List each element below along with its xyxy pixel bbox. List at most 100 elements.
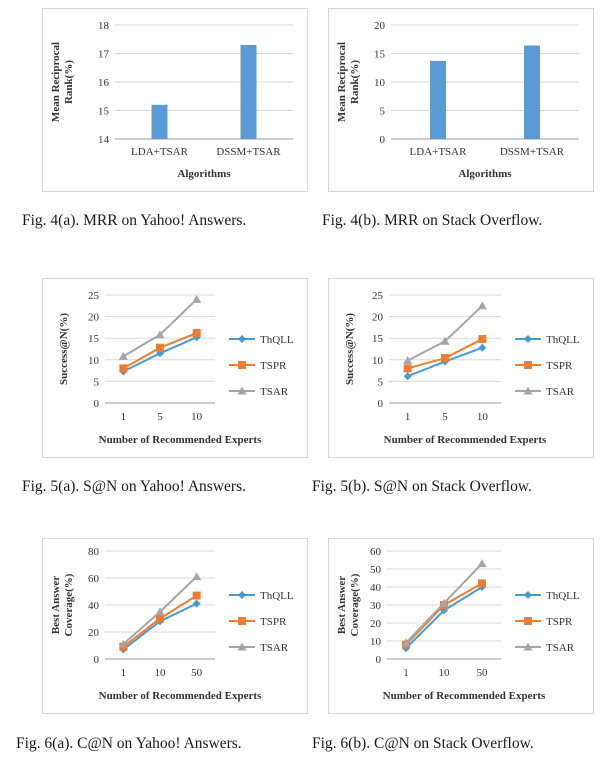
legend-marker-thqll <box>524 591 532 599</box>
caption-fig4a: Fig. 4(a). MRR on Yahoo! Answers. <box>22 212 247 229</box>
y-axis-title: Mean Reciprocal <box>50 42 62 122</box>
series-line-thqll <box>405 586 483 649</box>
chart-panel-fig4b: 0 5 10 15 20 Mean Reciprocal Rank(%) Algorithms… <box>328 8 594 192</box>
y-axis-title: Rank(%) <box>63 60 75 104</box>
x-tick-label: DSSM+TSAR <box>500 146 565 158</box>
chart-panel-fig6a: 0 20 40 60 80 Best Answer Coverage(%) Number of… <box>42 538 308 714</box>
y-tick-label: 5 <box>94 376 100 388</box>
x-tick-label: 1 <box>405 411 411 423</box>
caption-fig6a: Fig. 6(a). C@N on Yahoo! Answers. <box>16 735 242 752</box>
y-axis-title: Success@N(%) <box>344 313 356 385</box>
bar <box>151 104 168 139</box>
x-axis-title: Algorithms <box>177 168 231 180</box>
y-axis-title: Best Answer <box>336 576 348 634</box>
legend-marker-tsar <box>237 386 247 395</box>
legend-marker-tspr <box>524 361 532 369</box>
y-tick-label: 10 <box>370 636 382 648</box>
y-tick-label: 15 <box>374 49 386 61</box>
caption-fig5b: Fig. 5(b). S@N on Stack Overflow. <box>312 478 532 495</box>
y-tick-label: 0 <box>378 398 384 410</box>
legend-marker-tsar <box>523 386 533 395</box>
data-point-tsar <box>118 639 128 648</box>
caption-fig5a: Fig. 5(a). S@N on Yahoo! Answers. <box>22 478 246 495</box>
data-point-tspr <box>403 364 412 373</box>
data-point-tspr <box>156 343 164 352</box>
legend-label: TSPR <box>546 360 573 372</box>
x-tick-label: 50 <box>191 667 203 679</box>
legend-marker-tsar <box>523 642 533 651</box>
y-tick-label: 20 <box>88 627 100 639</box>
data-point-thqll <box>478 343 487 352</box>
data-point-tsar <box>192 572 202 581</box>
y-tick-label: 0 <box>94 654 100 666</box>
y-tick-label: 5 <box>378 376 384 388</box>
data-point-tsar <box>155 607 165 616</box>
data-point-tsar <box>403 356 413 365</box>
x-tick-label: 50 <box>477 667 489 679</box>
legend-marker-thqll <box>238 591 246 599</box>
bar <box>240 44 257 140</box>
legend-label: TSAR <box>546 642 575 654</box>
chart-fig6a: 0 20 40 60 80 Best Answer Coverage(%) Number of… <box>50 546 294 702</box>
chart-fig4a: 14 15 16 17 18 Mean Reciprocal Rank(%) Algorith… <box>50 20 293 180</box>
data-point-tspr <box>192 591 201 600</box>
y-axis-title: Rank(%) <box>349 60 361 104</box>
x-tick-label: 10 <box>155 667 167 679</box>
y-tick-label: 15 <box>98 106 110 118</box>
x-axis-title: Number of Recommended Experts <box>384 434 547 446</box>
x-axis-title: Number of Recommended Experts <box>99 434 262 446</box>
legend-label: TSPR <box>546 616 573 628</box>
legend-marker-thqll <box>238 335 246 343</box>
y-tick-label: 10 <box>374 77 386 89</box>
y-tick-label: 25 <box>372 290 384 302</box>
x-tick-label: 10 <box>439 667 451 679</box>
y-tick-label: 15 <box>372 333 384 345</box>
y-axis-title: Coverage(%) <box>63 573 75 636</box>
y-axis-title: Mean Reciprocal <box>336 42 348 122</box>
y-tick-label: 40 <box>88 600 100 612</box>
y-tick-label: 17 <box>98 49 110 61</box>
x-tick-label: 10 <box>191 411 203 423</box>
x-tick-label: LDA+TSAR <box>131 146 189 158</box>
data-point-tspr <box>478 579 486 588</box>
chart-panel-fig4a: 14 15 16 17 18 Mean Reciprocal Rank(%) Algorith… <box>42 8 308 192</box>
legend-marker-tspr <box>238 361 246 369</box>
chart-panel-fig5b: 0 5 10 15 20 25 Success@N(%) Number of Recommen… <box>328 278 594 458</box>
y-tick-label: 60 <box>88 573 100 585</box>
y-tick-label: 20 <box>374 20 386 32</box>
legend-marker-tspr <box>524 617 532 625</box>
x-tick-label: 5 <box>442 411 448 423</box>
x-tick-label: 10 <box>477 411 489 423</box>
chart-panel-fig6b: 0 10 20 30 40 50 60 Best Answer Coverage(%) Numbe… <box>328 538 594 714</box>
legend-label: TSPR <box>260 616 287 628</box>
y-tick-label: 18 <box>98 20 110 32</box>
legend-marker-thqll <box>524 335 532 343</box>
legend-label: ThQLL <box>546 334 580 346</box>
y-axis-title: Coverage(%) <box>349 573 361 636</box>
bar <box>524 45 540 139</box>
y-tick-label: 20 <box>370 618 382 630</box>
data-point-tsar <box>439 598 449 607</box>
legend-label: ThQLL <box>260 590 294 602</box>
y-tick-label: 80 <box>88 546 100 558</box>
legend-label: TSAR <box>260 642 289 654</box>
y-axis-title: Best Answer <box>50 576 62 634</box>
data-point-tspr <box>441 354 449 363</box>
data-point-thqll <box>192 599 201 608</box>
x-axis-title: Number of Recommended Experts <box>383 690 546 702</box>
chart-panel-fig5a: 0 5 10 15 20 25 Success@N(%) Number of Recommen… <box>42 278 308 458</box>
data-point-tspr <box>156 614 164 623</box>
data-point-tspr <box>192 329 201 338</box>
y-tick-label: 0 <box>94 398 100 410</box>
legend-label: TSPR <box>260 360 287 372</box>
x-tick-label: 1 <box>121 411 127 423</box>
x-tick-label: 5 <box>157 411 163 423</box>
x-tick-label: 1 <box>121 667 127 679</box>
data-point-tsar <box>440 336 450 345</box>
data-point-tsar <box>118 351 128 360</box>
x-tick-label: 1 <box>403 667 409 679</box>
y-tick-label: 25 <box>88 290 100 302</box>
bar <box>430 60 446 139</box>
chart-fig6b: 0 10 20 30 40 50 60 Best Answer Coverage(%) Numbe… <box>336 546 580 702</box>
